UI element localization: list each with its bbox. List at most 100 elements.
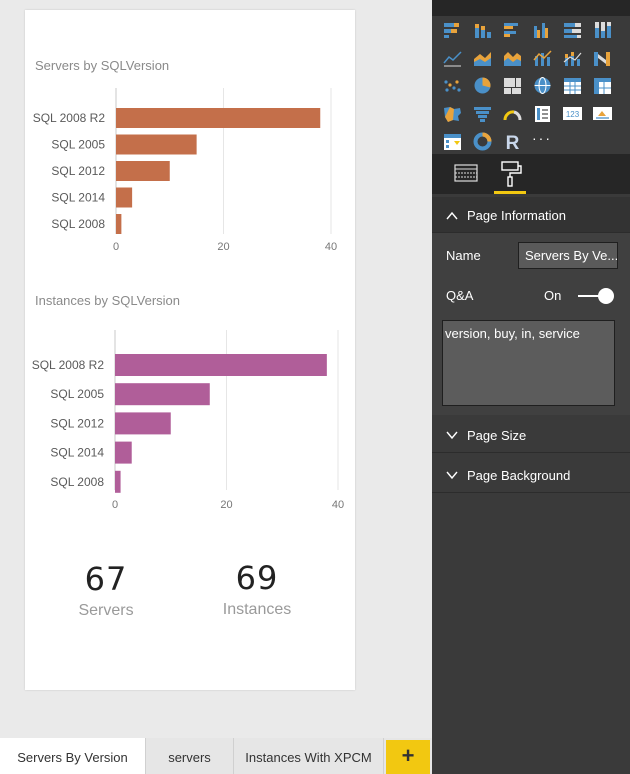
more-icon[interactable]: ··· (532, 130, 552, 146)
filled-map-icon[interactable] (442, 104, 463, 123)
pie-chart-icon[interactable] (472, 76, 493, 95)
card-icon-text: 123 (566, 110, 580, 119)
visualization-gallery: 123 R ··· (442, 20, 622, 160)
multi-row-card-icon[interactable] (532, 104, 553, 123)
table-icon[interactable] (562, 76, 583, 95)
ribbon-chart-icon[interactable] (592, 48, 613, 67)
page-tab-instances-with-xpcm[interactable]: Instances With XPCM (234, 738, 384, 774)
viz-gallery-row (442, 48, 622, 71)
bar (116, 214, 122, 234)
viz-gallery-row (442, 76, 622, 99)
bar (116, 134, 197, 155)
format-tab[interactable] (490, 154, 530, 194)
qa-label: Q&A (446, 288, 474, 303)
page-name-input[interactable]: Servers By Ve... (518, 242, 618, 269)
chart-title: Servers by SQLVersion (35, 58, 170, 73)
scatter-chart-icon[interactable] (442, 76, 463, 95)
section-label: Page Size (467, 428, 527, 443)
bar (115, 412, 171, 435)
viz-gallery-row: 123 (442, 104, 622, 127)
bar (116, 108, 321, 128)
100-stacked-column-icon[interactable] (592, 20, 613, 39)
x-tick-label: 40 (325, 241, 337, 253)
page-tabs-bar: Servers By Version servers Instances Wit… (0, 738, 432, 774)
section-label: Page Background (467, 468, 571, 483)
page-information-header[interactable]: Page Information (432, 197, 630, 233)
fields-tab[interactable] (446, 154, 486, 194)
toggle-track (578, 295, 608, 297)
instances-by-version-chart[interactable]: Instances by SQLVersion 0 20 40 SQL 2008 R2… (25, 285, 355, 520)
category-label: SQL 2008 R2 (33, 111, 106, 125)
category-label: SQL 2008 (51, 217, 105, 231)
name-label: Name (446, 248, 481, 263)
card-icon[interactable]: 123 (562, 104, 583, 123)
report-canvas: Servers by SQLVersion 0 20 40 SQL 2008 R2 SQ… (25, 10, 355, 690)
category-label: SQL 2008 R2 (32, 358, 105, 372)
treemap-icon[interactable] (502, 76, 523, 95)
map-icon[interactable] (532, 76, 553, 95)
line-stacked-column-icon[interactable] (562, 48, 583, 67)
bar (115, 354, 327, 376)
bar (115, 383, 210, 406)
report-page[interactable]: Servers by SQLVersion 0 20 40 SQL 2008 R2 SQ… (25, 10, 355, 690)
category-label: SQL 2005 (50, 387, 104, 401)
matrix-icon[interactable] (592, 76, 613, 95)
chevron-down-icon (446, 417, 458, 467)
bar-chart-svg: 0 20 40 SQL 2008 R2 SQL 2005 SQL 2012 SQL 2014… (32, 330, 344, 511)
chevron-down-icon (446, 457, 458, 507)
bar (116, 187, 133, 208)
x-tick-label: 20 (217, 241, 229, 253)
line-chart-icon[interactable] (442, 48, 463, 67)
bar-chart-svg: 0 20 40 SQL 2008 R2 SQL 2005 SQL 2012 SQL 2014… (33, 88, 337, 253)
clustered-bar-icon[interactable] (502, 20, 523, 39)
clustered-column-icon[interactable] (532, 20, 553, 39)
donut-chart-icon[interactable] (472, 132, 493, 151)
instances-card[interactable]: 69 Instances (197, 559, 317, 619)
card-value: 69 (235, 559, 279, 597)
category-label: SQL 2014 (50, 446, 104, 460)
qa-terms-textarea[interactable]: version, buy, in, service (442, 320, 615, 406)
card-label: Instances (222, 601, 292, 618)
servers-by-version-chart[interactable]: Servers by SQLVersion 0 20 40 SQL 2008 R2 SQ… (25, 50, 355, 280)
page-tab-servers[interactable]: servers (146, 738, 234, 774)
area-chart-icon[interactable] (472, 48, 493, 67)
fields-icon (454, 164, 478, 182)
format-paint-roller-icon (501, 161, 522, 187)
stacked-column-icon[interactable] (472, 20, 493, 39)
100-stacked-bar-icon[interactable] (562, 20, 583, 39)
add-page-button[interactable]: + (386, 740, 430, 774)
r-visual-icon[interactable]: R (502, 132, 523, 154)
x-tick-label: 0 (113, 241, 119, 253)
card-value: 67 (84, 560, 128, 598)
slicer-icon[interactable] (442, 132, 463, 151)
viz-gallery-row (442, 20, 622, 43)
qa-toggle[interactable] (578, 288, 614, 304)
pane-tabs (432, 154, 630, 194)
bar (116, 161, 170, 181)
page-size-header[interactable]: Page Size (432, 417, 630, 453)
section-label: Page Information (467, 208, 567, 223)
toggle-knob (598, 288, 614, 304)
gauge-icon[interactable] (502, 104, 523, 123)
pane-top-strip (432, 0, 630, 16)
category-label: SQL 2008 (50, 475, 104, 489)
category-label: SQL 2012 (50, 416, 104, 430)
servers-card[interactable]: 67 Servers (46, 560, 166, 620)
category-label: SQL 2014 (51, 191, 105, 205)
category-label: SQL 2005 (51, 138, 105, 152)
funnel-icon[interactable] (472, 104, 493, 123)
line-column-icon[interactable] (532, 48, 553, 67)
card-label: Servers (78, 602, 134, 619)
bar (115, 470, 121, 493)
chart-title: Instances by SQLVersion (35, 293, 181, 308)
x-tick-label: 40 (332, 499, 344, 511)
page-background-header[interactable]: Page Background (432, 457, 630, 493)
viz-gallery-row: R ··· (442, 130, 622, 155)
stacked-bar-icon[interactable] (442, 20, 463, 39)
category-label: SQL 2012 (51, 164, 105, 178)
visualizations-pane: 123 R ··· Page Information Name Servers By… (432, 0, 630, 774)
page-tab-servers-by-version[interactable]: Servers By Version (0, 738, 146, 774)
x-tick-label: 20 (220, 499, 232, 511)
stacked-area-icon[interactable] (502, 48, 523, 67)
kpi-icon[interactable] (592, 104, 613, 123)
